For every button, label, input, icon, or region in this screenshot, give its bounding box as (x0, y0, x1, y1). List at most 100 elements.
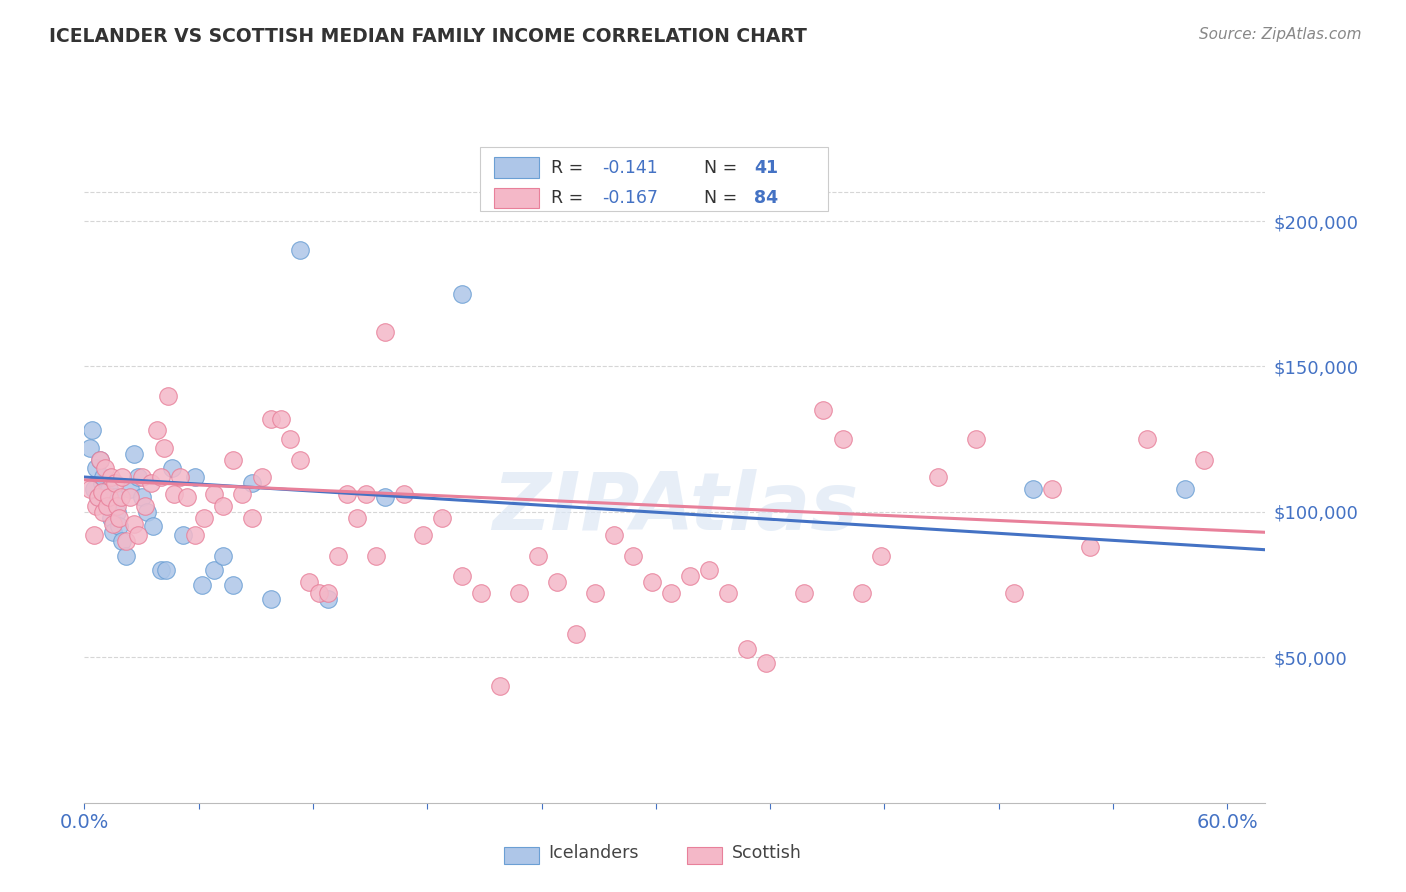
Point (79, 441, 101, 455)
Point (851, 586, 873, 600)
Point (278, 432, 301, 446)
Point (374, 491, 396, 505)
Point (831, 432, 853, 446)
Point (270, 412, 292, 426)
Point (107, 510, 129, 524)
Point (260, 592, 283, 607)
Point (105, 499, 128, 513)
Point (98, 482, 121, 496)
Point (191, 577, 214, 591)
Point (101, 516, 124, 531)
Point (450, 286, 472, 301)
Point (136, 505, 159, 519)
Point (308, 586, 330, 600)
Point (565, 627, 588, 641)
FancyBboxPatch shape (494, 158, 538, 178)
Text: Icelanders: Icelanders (548, 844, 638, 862)
Point (96, 499, 118, 513)
Text: Source: ZipAtlas.com: Source: ZipAtlas.com (1198, 27, 1361, 42)
Point (193, 510, 215, 524)
Point (134, 499, 156, 513)
Point (79, 482, 101, 496)
Point (184, 470, 207, 484)
Point (470, 586, 492, 600)
Point (1174, 482, 1197, 496)
Text: N =: N = (704, 159, 744, 177)
FancyBboxPatch shape (479, 147, 828, 211)
Text: -0.167: -0.167 (602, 189, 658, 207)
Point (86, 491, 108, 505)
Point (813, 403, 835, 417)
Point (111, 470, 134, 484)
Point (131, 491, 153, 505)
Point (240, 510, 263, 524)
Point (288, 243, 311, 257)
Point (869, 549, 891, 563)
Point (288, 452, 311, 467)
Point (793, 586, 815, 600)
Point (94, 461, 117, 475)
Point (526, 549, 548, 563)
Point (488, 680, 510, 694)
Point (110, 491, 132, 505)
Point (621, 549, 644, 563)
Point (1022, 482, 1045, 496)
Text: N =: N = (704, 189, 744, 207)
Point (131, 470, 153, 484)
Point (927, 470, 949, 484)
Point (1002, 586, 1025, 600)
Point (80, 424, 103, 438)
Point (659, 586, 682, 600)
Point (316, 592, 339, 607)
Point (212, 549, 235, 563)
Point (450, 569, 472, 583)
Point (115, 549, 138, 563)
Point (120, 491, 142, 505)
Point (89, 452, 111, 467)
Point (104, 491, 127, 505)
Point (374, 325, 396, 339)
Point (163, 487, 186, 501)
Point (83, 528, 105, 542)
Point (316, 586, 339, 600)
Point (107, 519, 129, 533)
Point (84, 461, 107, 475)
Text: R =: R = (551, 159, 589, 177)
Text: 41: 41 (754, 159, 778, 177)
Point (98, 491, 121, 505)
Point (172, 528, 194, 542)
FancyBboxPatch shape (686, 847, 723, 863)
Point (1136, 432, 1159, 446)
Point (583, 586, 606, 600)
Point (222, 577, 245, 591)
Point (86, 491, 108, 505)
Point (127, 470, 149, 484)
Point (145, 424, 167, 438)
Point (394, 487, 416, 501)
Text: ICELANDER VS SCOTTISH MEDIAN FAMILY INCOME CORRELATION CHART: ICELANDER VS SCOTTISH MEDIAN FAMILY INCO… (49, 27, 807, 45)
Point (157, 388, 180, 402)
Text: -0.141: -0.141 (602, 159, 658, 177)
Point (1040, 482, 1063, 496)
Point (160, 461, 183, 475)
Point (603, 528, 626, 542)
Point (298, 574, 321, 589)
Point (1194, 452, 1216, 467)
Point (965, 432, 987, 446)
Point (735, 641, 758, 656)
Point (96, 499, 118, 513)
Point (697, 563, 720, 577)
Point (231, 487, 253, 501)
Point (155, 563, 177, 577)
Point (202, 487, 225, 501)
Point (142, 519, 165, 533)
Point (240, 475, 263, 490)
Point (326, 549, 349, 563)
Point (546, 574, 568, 589)
Point (717, 586, 740, 600)
Point (104, 475, 127, 490)
Point (169, 470, 191, 484)
Point (346, 510, 368, 524)
Point (101, 525, 124, 540)
Point (336, 487, 359, 501)
